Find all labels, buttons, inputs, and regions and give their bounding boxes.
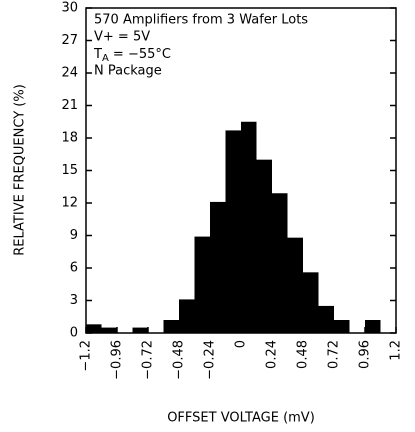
bar (318, 305, 334, 333)
bar (272, 193, 288, 333)
y-axis-label: RELATIVE FREQUENCY (%) (13, 84, 28, 256)
bar (365, 320, 381, 333)
bar (256, 159, 272, 333)
x-tick-label: −0.96 (110, 340, 125, 380)
annotation-part: T (93, 47, 102, 62)
y-tick-label: 30 (61, 1, 78, 16)
annotation: V+ = 5V (94, 30, 150, 45)
x-tick-label: 0.96 (358, 340, 373, 369)
bar (334, 320, 350, 333)
x-tick-label: 1.2 (389, 340, 404, 361)
annotation: 570 Amplifiers from 3 Wafer Lots (94, 13, 308, 28)
y-tick-label: 12 (61, 196, 78, 211)
y-tick-label: 27 (61, 33, 78, 48)
bar (86, 324, 102, 333)
x-tick-label: 0.24 (265, 340, 280, 369)
y-tick-label: 15 (61, 163, 78, 178)
bar (241, 121, 257, 333)
bar (194, 236, 210, 333)
bar (210, 201, 226, 333)
x-tick-label: −0.72 (141, 340, 156, 380)
y-tick-label: 9 (70, 228, 78, 243)
annotation: TA = −55°C (93, 47, 171, 65)
y-tick-label: 6 (70, 261, 78, 276)
y-tick-label: 0 (70, 326, 78, 341)
x-tick-label: −0.48 (172, 340, 187, 380)
annotation-part: = −55°C (109, 47, 171, 62)
x-axis-label: OFFSET VOLTAGE (mV) (167, 411, 315, 426)
bar (225, 130, 241, 333)
y-tick-label: 24 (61, 66, 78, 81)
annotation: N Package (94, 64, 162, 79)
bar (179, 299, 195, 333)
x-tick-label: 0 (234, 340, 249, 348)
bar (287, 237, 303, 333)
bar (303, 272, 319, 333)
annotation-sub: A (102, 53, 109, 64)
y-tick-label: 3 (70, 293, 78, 308)
y-tick-label: 18 (61, 131, 78, 146)
bar (163, 320, 179, 333)
x-tick-label: −1.2 (79, 340, 94, 372)
bar (101, 327, 117, 333)
x-tick-label: 0.72 (327, 340, 342, 369)
x-tick-label: 0.48 (296, 340, 311, 369)
bar (132, 327, 148, 333)
x-tick-label: −0.24 (203, 340, 218, 380)
y-tick-label: 21 (61, 98, 78, 113)
